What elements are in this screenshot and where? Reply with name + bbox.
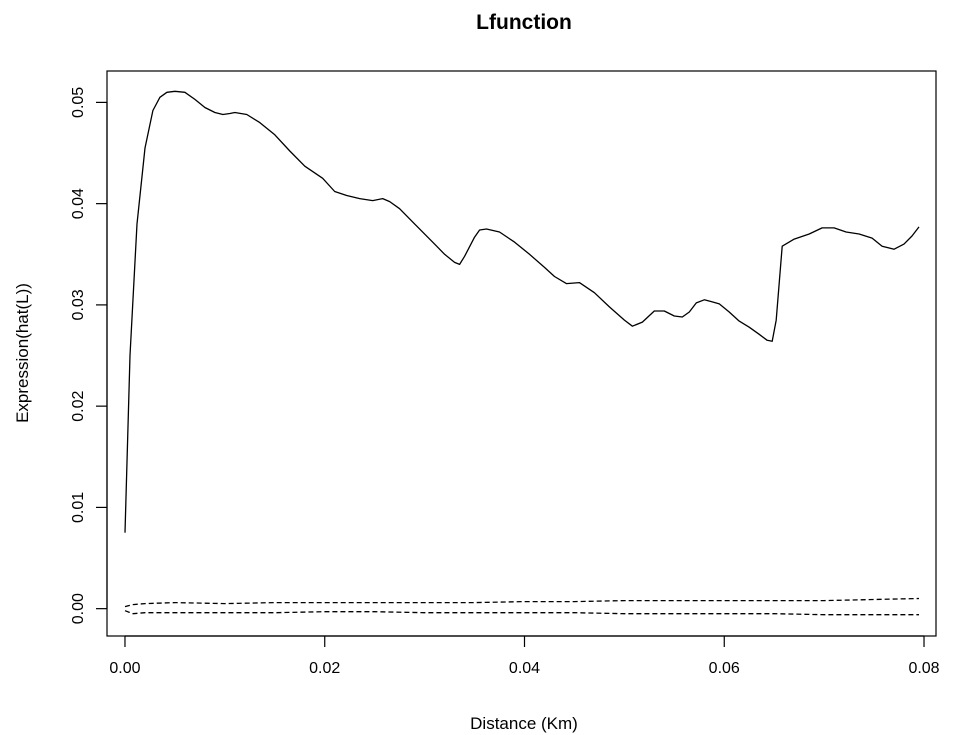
y-tick-label: 0.02 [70,390,87,421]
plot-frame [106,70,937,637]
y-tick-label: 0.00 [70,593,87,624]
x-tick-label: 0.04 [509,660,540,677]
y-axis-ticks: 0.00 0.01 0.02 0.03 0.04 0.05 [70,87,107,624]
envelope-line-2 [124,610,919,616]
x-axis-ticks: 0.00 0.02 0.04 0.06 0.08 [109,636,940,677]
y-tick-label: 0.05 [70,87,87,118]
x-tick-label: 0.06 [709,660,740,677]
envelope-line-1 [124,597,920,608]
l-function-line [124,90,920,533]
series-layer [124,90,920,616]
x-tick-label: 0.08 [908,660,939,677]
y-axis-title: Expression(hat(L)) [13,283,32,423]
y-tick-label: 0.04 [70,188,87,219]
x-tick-label: 0.02 [309,660,340,677]
x-axis-title: Distance (Km) [470,714,578,733]
y-tick-label: 0.01 [70,492,87,523]
y-tick-label: 0.03 [70,289,87,320]
x-tick-label: 0.00 [109,660,140,677]
chart-title: Lfunction [476,11,572,34]
